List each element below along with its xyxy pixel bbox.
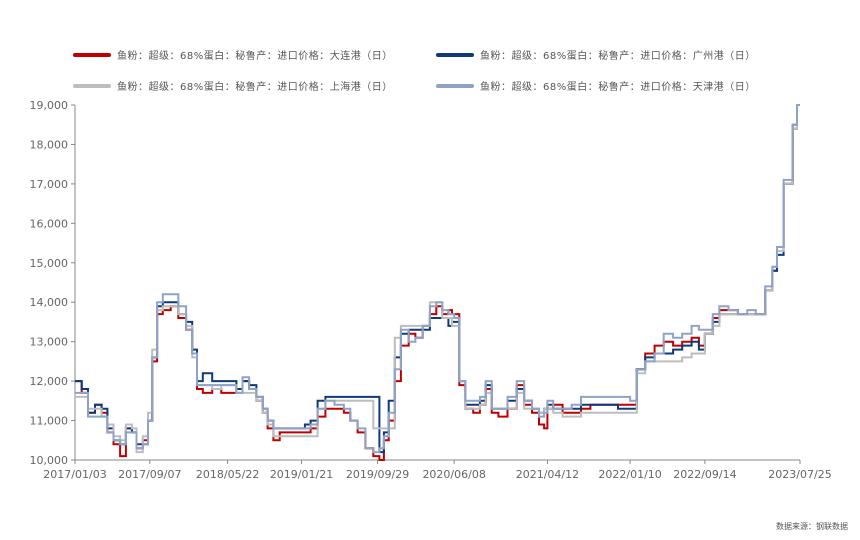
x-tick-label: 2023/07/25 bbox=[768, 468, 831, 481]
y-axis: 10,000 11,000 12,000 13,000 14,000 15,000 16,0… bbox=[30, 99, 76, 467]
plot-area bbox=[75, 104, 800, 461]
x-axis: 2017/01/03 2017/09/07 2018/05/22 2019/01/21… bbox=[43, 459, 832, 481]
x-tick-label: 2021/04/12 bbox=[516, 468, 579, 481]
y-tick-label: 10,000 bbox=[30, 454, 69, 467]
legend: 鱼粉：超级：68%蛋白：秘鲁产：进口价格：大连港（日） 鱼粉：超级：68%蛋白：秘… bbox=[73, 49, 756, 93]
x-tick-label: 2019/01/21 bbox=[270, 468, 333, 481]
series-line-0 bbox=[75, 104, 800, 461]
legend-label: 鱼粉：超级：68%蛋白：秘鲁产：进口价格：大连港（日） bbox=[117, 49, 393, 62]
x-tick-label: 2018/05/22 bbox=[196, 468, 259, 481]
series-line-2 bbox=[75, 104, 800, 454]
legend-label: 鱼粉：超级：68%蛋白：秘鲁产：进口价格：上海港（日） bbox=[117, 80, 393, 93]
y-tick-label: 17,000 bbox=[30, 178, 69, 191]
y-tick-label: 15,000 bbox=[30, 257, 69, 270]
legend-label: 鱼粉：超级：68%蛋白：秘鲁产：进口价格：天津港（日） bbox=[480, 80, 756, 93]
x-tick-label: 2017/09/07 bbox=[118, 468, 181, 481]
y-tick-label: 12,000 bbox=[30, 375, 69, 388]
legend-label: 鱼粉：超级：68%蛋白：秘鲁产：进口价格：广州港（日） bbox=[480, 49, 756, 62]
y-tick-label: 18,000 bbox=[30, 138, 69, 151]
y-tick-label: 16,000 bbox=[30, 217, 69, 230]
x-tick-label: 2022/01/10 bbox=[598, 468, 661, 481]
series-line-1 bbox=[75, 104, 800, 454]
y-tick-label: 14,000 bbox=[30, 296, 69, 309]
x-tick-label: 2017/01/03 bbox=[43, 468, 106, 481]
x-tick-label: 2020/06/08 bbox=[422, 468, 485, 481]
source-note: 数据来源：钢联数据 bbox=[776, 522, 848, 531]
x-tick-label: 2019/09/29 bbox=[346, 468, 409, 481]
y-tick-label: 11,000 bbox=[30, 415, 69, 428]
y-tick-label: 19,000 bbox=[30, 99, 69, 112]
x-tick-label: 2022/09/14 bbox=[673, 468, 736, 481]
series-line-3 bbox=[75, 104, 800, 454]
y-tick-label: 13,000 bbox=[30, 336, 69, 349]
